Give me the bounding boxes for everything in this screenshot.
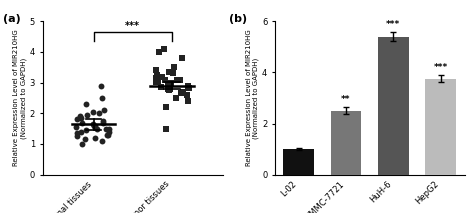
Text: **: ** [341,95,351,104]
Point [165,84,173,87]
Text: ***: *** [125,21,140,31]
Bar [425,79,456,175]
Point [91,124,98,127]
Bar [378,37,409,175]
Point [104,133,112,137]
Point [78,142,85,146]
Point [167,82,174,86]
Point [99,119,107,123]
Point [105,127,113,130]
Point [91,124,99,127]
Point [184,84,191,87]
Point [89,110,96,114]
Point [106,130,113,133]
Point [78,121,86,124]
Point [98,139,106,143]
Point [73,125,80,129]
Bar [283,149,314,175]
Point [171,66,178,69]
Point [82,138,89,141]
Point [169,72,176,75]
Point [155,50,163,54]
Point [100,109,108,112]
Point [153,73,160,77]
Point [152,76,159,80]
Point [73,118,81,121]
Point [73,132,81,135]
Point [165,89,173,92]
Point [98,96,105,100]
Point [160,47,168,51]
Point [173,96,180,100]
Point [77,130,85,133]
Point [82,128,90,132]
Point [166,87,174,91]
Point [158,75,166,78]
Point [73,135,81,138]
Point [153,69,160,72]
Point [77,116,85,120]
Point [167,81,174,84]
Point [165,70,173,74]
Point [96,112,103,115]
Point [179,56,186,60]
Point [176,78,184,81]
Point [183,93,191,97]
Y-axis label: Relative Expression Level of MIR210HG
(Normalized to GAPDH): Relative Expression Level of MIR210HG (N… [246,30,259,166]
Point [89,122,97,126]
Point [157,86,164,89]
Bar [330,111,361,175]
Point [164,81,171,84]
Point [76,115,84,118]
Point [164,87,172,91]
Point [165,83,173,87]
Point [91,136,99,140]
Y-axis label: Relative Expression Level of MIR210HG
(Normalized to GAPDH): Relative Expression Level of MIR210HG (N… [13,30,27,166]
Point [173,78,181,81]
Text: ***: *** [434,63,448,72]
Point [154,79,161,83]
Point [177,92,185,95]
Point [184,99,192,103]
Point [152,80,160,84]
Point [93,127,101,130]
Point [179,90,187,94]
Point [83,113,91,117]
Point [163,105,170,109]
Text: (b): (b) [229,14,247,24]
Point [102,127,109,130]
Point [185,86,193,90]
Text: ***: *** [386,20,401,29]
Point [162,127,170,130]
Point [99,121,107,124]
Point [97,84,104,87]
Point [104,133,111,137]
Text: (a): (a) [3,14,21,24]
Point [161,78,169,81]
Point [82,102,90,106]
